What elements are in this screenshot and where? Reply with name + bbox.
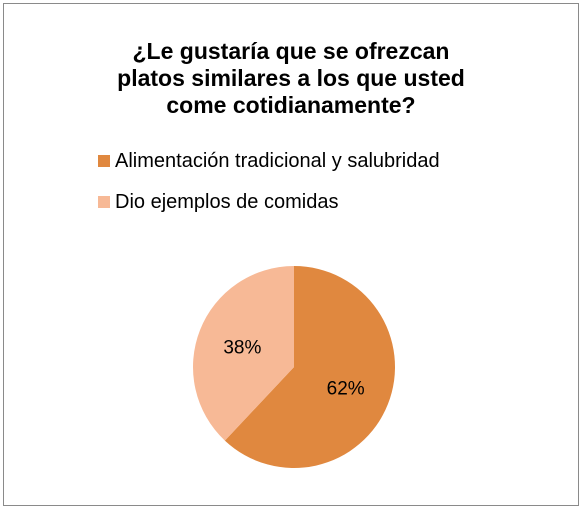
pie-slice-ejemplos [193, 266, 294, 441]
chart-title-line-1: ¿Le gustaría que se ofrezcan [132, 38, 450, 64]
data-label-ejemplos: 38% [223, 338, 261, 359]
legend-item-ejemplos: Dio ejemplos de comidas [98, 189, 440, 215]
data-label-alimentacion: 62% [327, 378, 365, 399]
legend-label-alimentacion: Alimentación tradicional y salubridad [115, 149, 440, 172]
chart-title-line-2: platos similares a los que usted [117, 65, 465, 91]
chart-area: ¿Le gustaría que se ofrezcan platos simi… [3, 3, 579, 506]
legend-item-alimentacion: Alimentación tradicional y salubridad [98, 148, 440, 174]
legend-label-ejemplos: Dio ejemplos de comidas [115, 190, 339, 213]
chart-title: ¿Le gustaría que se ofrezcan platos simi… [4, 38, 578, 119]
pie-chart: 62% 38% [193, 266, 395, 469]
pie-slice-alimentacion [224, 266, 395, 469]
chart-title-line-3: come cotidianamente? [166, 92, 416, 118]
legend: Alimentación tradicional y salubridad Di… [98, 148, 440, 230]
legend-swatch-alimentacion [98, 155, 110, 167]
legend-swatch-ejemplos [98, 196, 110, 208]
